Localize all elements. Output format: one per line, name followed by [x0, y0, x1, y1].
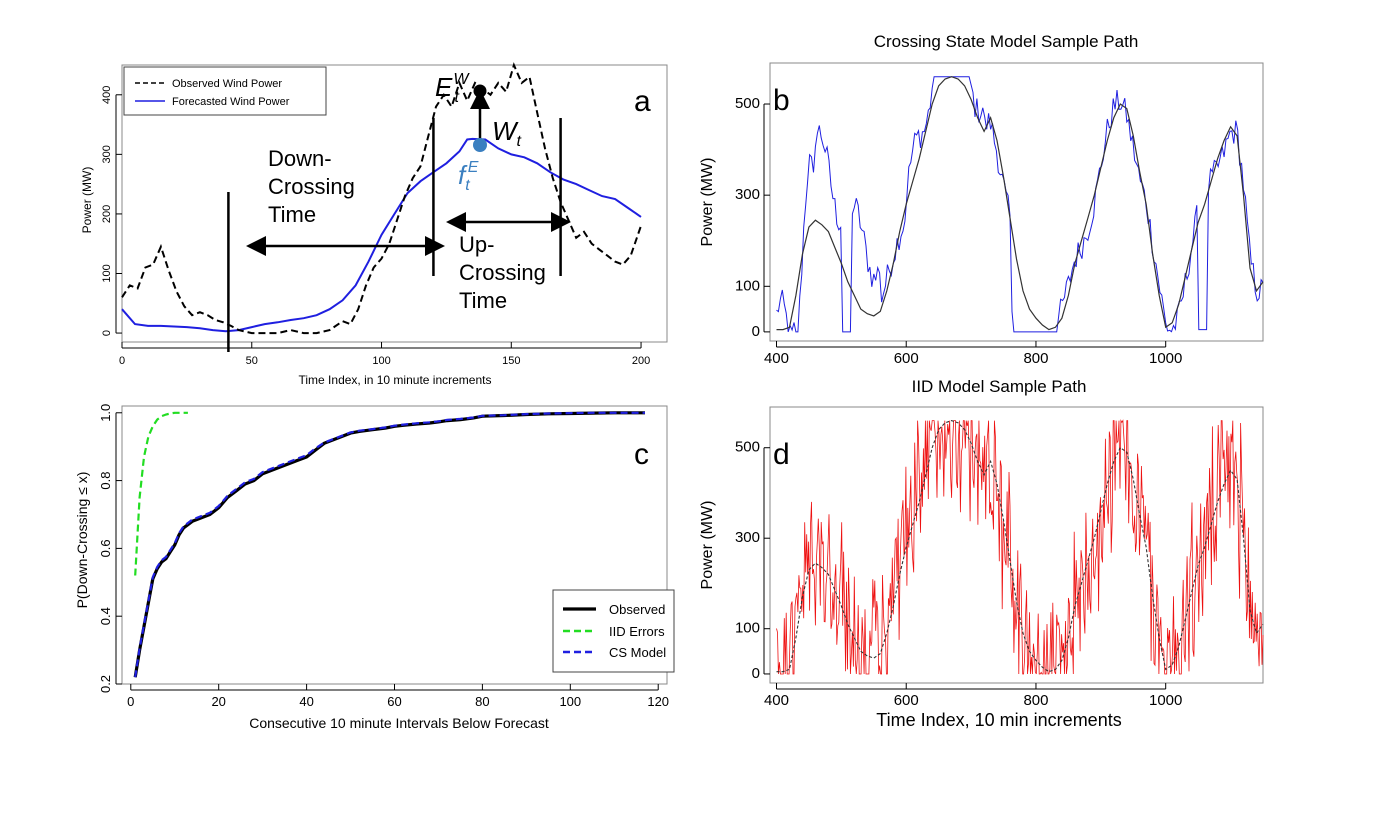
x-tick-label: 20 [211, 694, 225, 709]
x-tick-label: 400 [764, 350, 789, 367]
panel-a-x-label: Time Index, in 10 minute increments [299, 373, 492, 387]
y-tick-label: 0.4 [98, 607, 113, 625]
x-tick-label: 1000 [1149, 692, 1182, 709]
x-tick-label: 80 [475, 694, 489, 709]
x-tick-label: 60 [387, 694, 401, 709]
cs-model-cdf [134, 411, 645, 678]
y-tick-label: 100 [101, 264, 113, 282]
y-tick-label: 200 [101, 205, 113, 223]
forecast-path-b [776, 76, 1264, 331]
panel-a-x-ticks: 0 50 100 150 200 [119, 342, 650, 367]
panel-a-letter: a [634, 85, 651, 118]
panel-b-y-label: Power (MW) [699, 158, 716, 247]
panel-b: Crossing State Model Sample Path 400 600 8… [699, 32, 1264, 367]
panel-a-legend: Observed Wind Power Forecasted Wind Powe… [123, 66, 327, 116]
x-tick-label: 0 [119, 355, 125, 367]
panel-d-x-label: Time Index, 10 min increments [876, 710, 1121, 730]
panel-c-y-label: P(Down-Crossing ≤ x) [74, 472, 90, 609]
point-f [473, 138, 487, 152]
panel-c-legend: Observed IID Errors CS Model [552, 589, 675, 673]
y-tick-label: 300 [101, 145, 113, 163]
legend-c-iid-label: IID Errors [609, 624, 665, 639]
panel-c-letter: c [634, 438, 649, 471]
panel-b-series [776, 76, 1264, 333]
panel-b-y-ticks: 0 100 300 500 [735, 95, 770, 340]
panel-d-series [776, 419, 1264, 675]
panel-a-series [121, 62, 642, 335]
panel-d-y-ticks: 0 100 300 500 [735, 439, 770, 682]
w-label: Wt [492, 116, 522, 150]
x-tick-label: 0 [127, 694, 134, 709]
y-tick-label: 0 [101, 330, 113, 336]
panel-d-x-ticks: 400 600 800 1000 [764, 683, 1182, 709]
x-tick-label: 1000 [1149, 350, 1182, 367]
y-tick-label: 500 [735, 95, 760, 112]
panel-c-x-label: Consecutive 10 minute Intervals Below Fo… [249, 715, 549, 731]
panel-a-frame [121, 64, 668, 343]
y-tick-label: 0.6 [98, 539, 113, 557]
cs-sample-path [776, 76, 1264, 333]
panel-b-x-ticks: 400 600 800 1000 [764, 341, 1182, 367]
y-tick-label: 300 [735, 529, 760, 546]
legend-forecast-label: Forecasted Wind Power [172, 96, 290, 108]
panel-b-title: Crossing State Model Sample Path [874, 32, 1139, 51]
forecast-line [121, 137, 642, 333]
y-tick-label: 100 [735, 620, 760, 637]
y-tick-label: 0.8 [98, 472, 113, 490]
panel-c-x-ticks: 0 20 40 60 80 100 120 [127, 684, 669, 709]
panel-b-letter: b [773, 84, 790, 117]
x-tick-label: 800 [1023, 350, 1048, 367]
iid-sample-path [776, 419, 1264, 675]
panel-a: 0 50 100 150 200 0 100 200 300 400 Time Index, i… [80, 62, 668, 387]
panel-a-y-label: Power (MW) [80, 167, 94, 234]
panel-d-y-label: Power (MW) [699, 501, 716, 590]
e-w-label: EW t [435, 71, 470, 106]
legend-c-observed-label: Observed [609, 602, 665, 617]
observed-line [121, 62, 642, 335]
panel-d-frame [769, 406, 1264, 684]
legend-observed-label: Observed Wind Power [172, 78, 282, 90]
x-tick-label: 40 [299, 694, 313, 709]
x-tick-label: 800 [1023, 692, 1048, 709]
x-tick-label: 150 [502, 355, 520, 367]
panel-b-frame [769, 62, 1264, 342]
panel-c: 0 20 40 60 80 100 120 0.2 0.4 0.6 0.8 1.0 Consecut… [74, 404, 675, 731]
panel-d: IID Model Sample Path 400 600 800 1000 0 100… [699, 377, 1264, 730]
y-tick-label: 100 [735, 277, 760, 294]
forecast-path-d [776, 420, 1264, 673]
x-tick-label: 200 [632, 355, 650, 367]
y-tick-label: 0 [752, 665, 760, 682]
panel-d-title: IID Model Sample Path [912, 377, 1087, 396]
x-tick-label: 100 [372, 355, 390, 367]
y-tick-label: 0.2 [98, 675, 113, 693]
down-crossing-label: Down-Crossing Time [268, 146, 355, 227]
x-tick-label: 400 [764, 692, 789, 709]
x-tick-label: 100 [559, 694, 581, 709]
point-e [473, 84, 487, 98]
y-tick-label: 400 [101, 86, 113, 104]
panel-a-y-ticks: 0 100 200 300 400 [101, 86, 122, 336]
panel-c-y-ticks: 0.2 0.4 0.6 0.8 1.0 [98, 404, 122, 693]
f-label: ftE [458, 159, 479, 194]
iid-errors-cdf [134, 411, 188, 576]
panel-d-letter: d [773, 438, 790, 471]
up-crossing-label: Up-Crossing Time [459, 232, 546, 313]
y-tick-label: 500 [735, 439, 760, 456]
y-tick-label: 300 [735, 186, 760, 203]
y-tick-label: 0 [752, 323, 760, 340]
legend-c-cs-label: CS Model [609, 645, 666, 660]
y-tick-label: 1.0 [98, 404, 113, 422]
x-tick-label: 600 [894, 692, 919, 709]
x-tick-label: 120 [647, 694, 669, 709]
x-tick-label: 50 [246, 355, 258, 367]
x-tick-label: 600 [894, 350, 919, 367]
panel-c-series [133, 411, 645, 678]
